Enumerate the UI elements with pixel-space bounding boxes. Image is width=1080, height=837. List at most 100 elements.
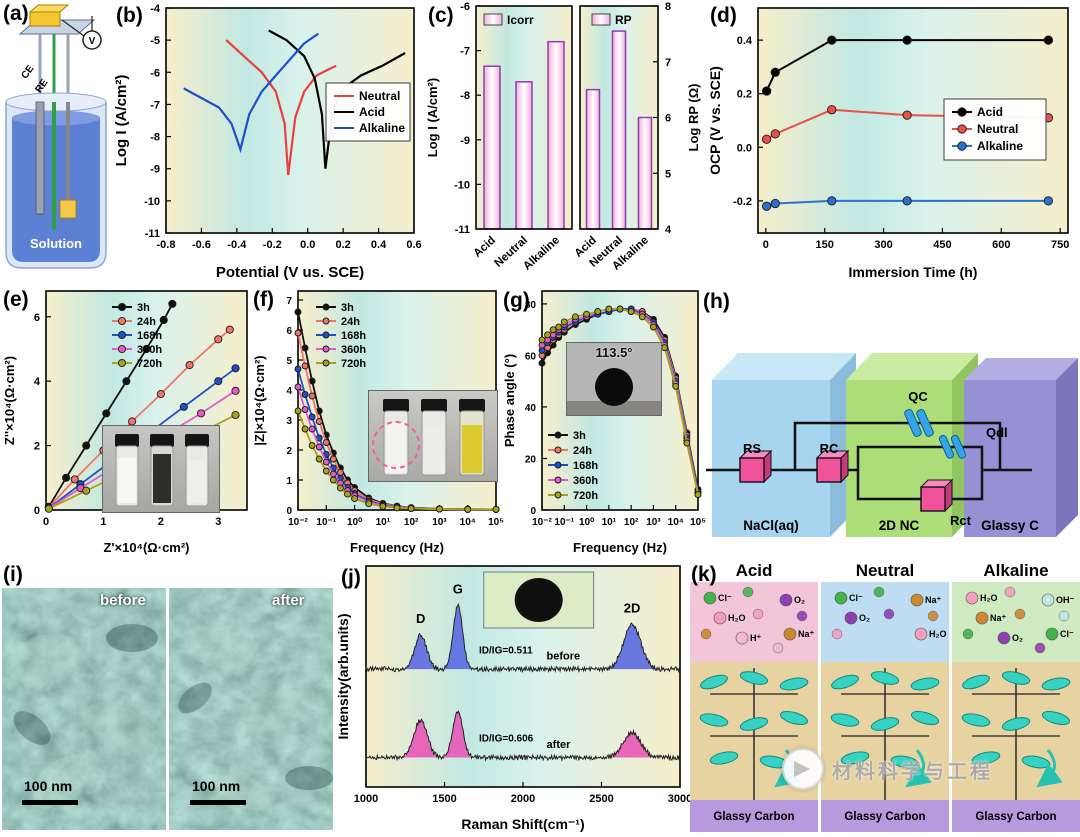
label-rs: RS <box>743 441 761 456</box>
svg-text:Neutral: Neutral <box>359 89 400 103</box>
droplet <box>595 368 633 406</box>
panel-label-e: (e) <box>3 288 29 311</box>
electrode-label-ce: CE <box>19 63 36 81</box>
ion-O₂ <box>844 611 858 625</box>
panel-label-g: (g) <box>503 289 530 312</box>
svg-text:40: 40 <box>525 403 537 414</box>
svg-text:Na⁺: Na⁺ <box>925 595 942 605</box>
svg-text:10³: 10³ <box>646 517 661 528</box>
nc-flake <box>1041 710 1071 726</box>
resistor-rct <box>919 478 954 513</box>
svg-text:360h: 360h <box>573 475 598 487</box>
nc-flake <box>962 674 990 690</box>
icorr-bar-chart: -11-10-9-8-7-6AcidNeutralAlkalineIcorrLo… <box>425 1 573 273</box>
svg-text:O₂: O₂ <box>1012 633 1023 643</box>
svg-text:Potential (V us. SCE): Potential (V us. SCE) <box>216 264 364 281</box>
svg-text:24h: 24h <box>573 445 592 457</box>
svg-text:Alkaline: Alkaline <box>977 139 1023 153</box>
ion-O₂ <box>997 631 1011 645</box>
legend: Acid Neutral Alkaline <box>943 98 1047 161</box>
svg-text:6: 6 <box>34 312 40 324</box>
panel-label-c: (c) <box>428 4 454 27</box>
svg-text:Glassy Carbon: Glassy Carbon <box>844 811 925 823</box>
nc-flake <box>779 677 809 691</box>
spectrum-before: before ID/IG=0.511 <box>365 602 681 674</box>
svg-text:10¹: 10¹ <box>602 517 617 528</box>
svg-text:3h: 3h <box>573 430 586 442</box>
ocp-time-chart: 0 150 300 450 600 750 -0.2 0.0 0.2 0.4 Immersion T… <box>707 7 1069 280</box>
series-Alkaline <box>761 196 1054 211</box>
watermark: 材料科学与工程 <box>782 748 993 790</box>
svg-text:Frequency (Hz): Frequency (Hz) <box>350 540 444 555</box>
svg-text:-0.4: -0.4 <box>227 239 247 251</box>
series-Neutral <box>225 39 337 176</box>
svg-text:0.0: 0.0 <box>300 239 315 251</box>
svg-text:Log RP (Ω): Log RP (Ω) <box>686 84 701 152</box>
scale-bar-after <box>190 800 246 805</box>
series-3h <box>44 299 177 511</box>
bode-phase-plot: 10⁻² 10⁻¹ 10⁰ 10¹ 10² 10³ 10⁴ 10⁵ 0 20 40 60 80 Frequ… <box>502 290 706 555</box>
ion-H₂O <box>965 591 979 605</box>
svg-text:-8: -8 <box>460 90 470 102</box>
nyquist-plot: 0 1 2 3 0 2 4 6 Z'×10⁴(Ω·cm²) Z''×10⁴(Ω·cm²) 3h 24h… <box>2 290 248 555</box>
panel-label-d: (d) <box>710 4 737 27</box>
svg-text:10⁻²: 10⁻² <box>288 517 308 528</box>
svg-text:0: 0 <box>530 506 536 517</box>
circuit-wires <box>706 421 1032 501</box>
panel-label-h: (h) <box>703 290 730 313</box>
svg-text:Acid: Acid <box>359 105 385 119</box>
svg-text:1: 1 <box>100 516 106 528</box>
ion-OH⁻ <box>1041 593 1055 607</box>
svg-text:-7: -7 <box>460 46 470 58</box>
electrode-label-re: RE <box>33 77 50 95</box>
svg-text:3000: 3000 <box>668 793 690 805</box>
svg-text:Immersion Time (h): Immersion Time (h) <box>849 264 978 280</box>
svg-text:OCP (V vs. SCE): OCP (V vs. SCE) <box>707 66 723 175</box>
svg-text:Glassy Carbon: Glassy Carbon <box>713 811 794 823</box>
svg-text:-10: -10 <box>454 179 470 191</box>
svg-text:1000: 1000 <box>354 793 378 805</box>
nc-flake <box>779 710 809 726</box>
voltmeter-icon <box>82 30 102 50</box>
svg-text:1500: 1500 <box>432 793 456 805</box>
legend: Neutral Acid Alkaline <box>325 82 411 142</box>
svg-text:Frequency (Hz): Frequency (Hz) <box>573 540 667 555</box>
scale-text-before: 100 nm <box>24 778 73 794</box>
svg-text:H₂O: H₂O <box>980 593 998 603</box>
resistor-rs <box>738 449 773 484</box>
label-qdl: Qdl <box>986 425 1008 440</box>
sem-image-before <box>2 588 166 830</box>
svg-text:7: 7 <box>286 296 292 307</box>
svg-text:-0.2: -0.2 <box>733 196 752 208</box>
svg-text:300: 300 <box>874 239 892 251</box>
equivalent-circuit-diagram: RS RC QC Qdl Rct NaCl(aq) 2D NC Glassy C <box>706 353 1078 537</box>
nc-flake <box>830 713 860 727</box>
ion-Cl⁻ <box>1045 627 1059 641</box>
svg-text:5: 5 <box>286 356 292 367</box>
svg-text:|Z|×10⁴(Ω·cm²): |Z|×10⁴(Ω·cm²) <box>252 355 267 445</box>
capacitor-qdl <box>938 434 967 459</box>
svg-text:before: before <box>547 651 581 663</box>
svg-text:10²: 10² <box>624 517 639 528</box>
ion-H⁺ <box>735 631 749 645</box>
svg-text:Neutral: Neutral <box>856 561 915 580</box>
svg-text:H₂O: H₂O <box>929 629 947 639</box>
legend: 3h 24h 168h 360h 720h <box>112 302 162 370</box>
svg-text:4: 4 <box>665 224 672 236</box>
series-720h <box>294 407 500 513</box>
svg-text:-10: -10 <box>144 196 160 208</box>
svg-text:-9: -9 <box>150 164 160 176</box>
legend: 3h 24h 168h 360h 720h <box>548 430 598 502</box>
series-Acid <box>761 35 1054 96</box>
working-electrode <box>66 102 70 206</box>
svg-text:after: after <box>547 739 572 751</box>
svg-text:360h: 360h <box>137 344 162 356</box>
svg-text:10⁻¹: 10⁻¹ <box>316 517 336 528</box>
svg-text:2: 2 <box>158 516 164 528</box>
ion-O₂ <box>779 593 793 607</box>
tafel-polarization-chart: -0.8 -0.6 -0.4 -0.2 0.0 0.2 0.4 0.6 -11 -10 -9 -8 -7… <box>113 3 422 281</box>
nc-flake <box>840 751 870 765</box>
nc-flake <box>961 713 991 727</box>
svg-text:Na⁺: Na⁺ <box>990 613 1007 623</box>
